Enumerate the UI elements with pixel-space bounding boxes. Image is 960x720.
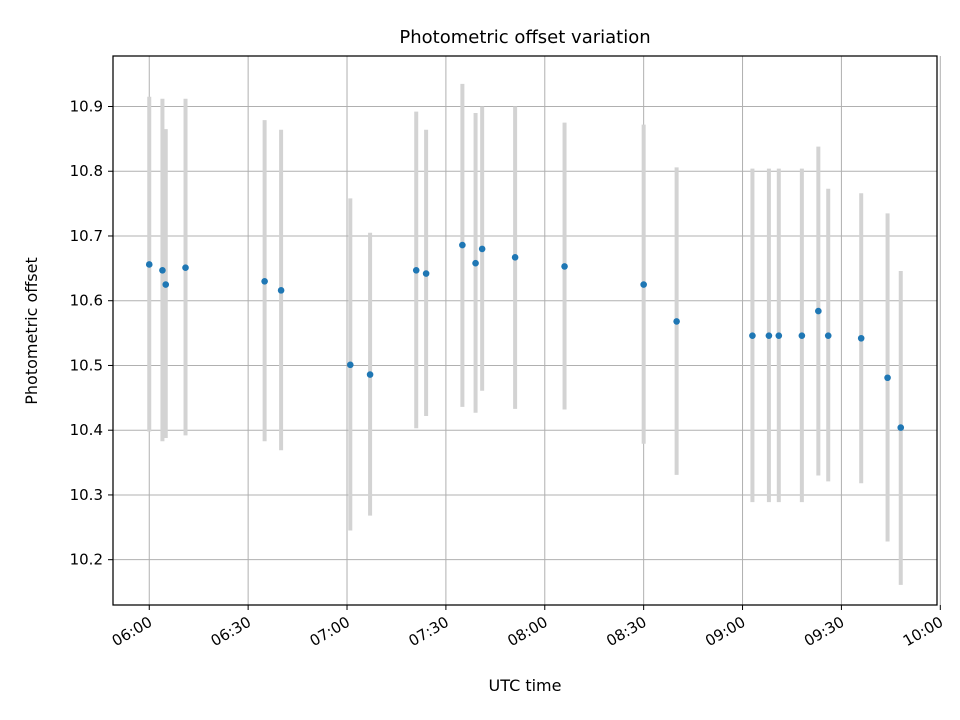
data-point [765, 332, 773, 339]
data-points [145, 241, 905, 431]
data-point [749, 332, 756, 339]
data-point [261, 277, 268, 285]
data-point [798, 332, 806, 339]
data-point [459, 241, 466, 249]
data-point [824, 332, 832, 339]
data-point [277, 287, 285, 294]
data-point [857, 334, 865, 342]
data-point [775, 332, 783, 339]
data-point [145, 261, 153, 268]
data-point [897, 424, 905, 431]
y-tick-label: 10.3 [70, 486, 103, 504]
data-point [511, 254, 519, 261]
data-point [472, 259, 479, 267]
plot-frame [112, 55, 938, 606]
data-point [412, 266, 420, 274]
y-tick-label: 10.6 [70, 292, 103, 310]
y-tick-label: 10.8 [70, 162, 103, 180]
y-axis: 10.2 10.3 10.4 10.5 10.6 10.7 10.8 10.9 [70, 97, 113, 569]
data-point [884, 374, 891, 382]
data-point [673, 318, 680, 325]
y-tick-label: 10.4 [70, 421, 103, 439]
data-point [478, 245, 486, 253]
data-point [182, 264, 189, 272]
data-point [640, 281, 647, 288]
y-axis-title: Photometric offset [22, 257, 41, 405]
data-point [815, 307, 822, 315]
y-tick-label: 10.5 [70, 356, 103, 374]
y-tick-label: 10.7 [70, 227, 103, 245]
data-point [561, 263, 568, 270]
data-point [159, 266, 166, 274]
data-point [422, 270, 430, 277]
x-axis-title: UTC time [489, 676, 562, 695]
data-point [347, 361, 354, 369]
y-tick-label: 10.2 [70, 551, 103, 569]
y-tick-label: 10.9 [70, 97, 103, 115]
chart-title: Photometric offset variation [399, 27, 650, 48]
data-point [366, 371, 374, 378]
data-point [162, 281, 170, 288]
